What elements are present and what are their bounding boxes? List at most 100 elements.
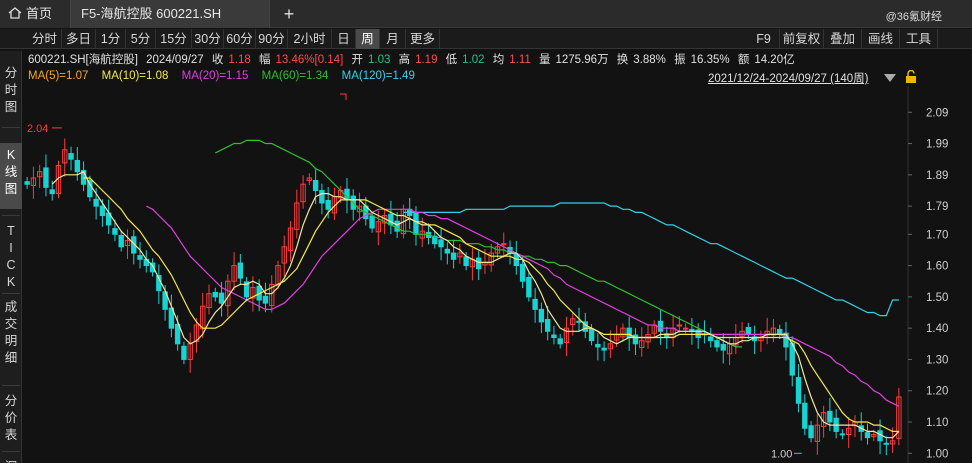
candle-body xyxy=(463,256,469,267)
candle-body xyxy=(432,235,438,245)
tool-4[interactable]: 工具 xyxy=(900,29,938,49)
low-value: 1.02 xyxy=(462,54,485,66)
y-tick-label: 1.20 xyxy=(926,386,948,398)
high-marker-label: 2.04 xyxy=(27,123,48,135)
candle-body xyxy=(74,159,81,173)
low-label: 低 xyxy=(445,54,458,66)
change-value: 13.46%[0.14] xyxy=(275,54,344,66)
side-tab-divider xyxy=(2,215,20,216)
side-tab-0[interactable]: 分时图 xyxy=(4,66,18,114)
period-10[interactable]: 周 xyxy=(356,29,380,49)
candle-body xyxy=(212,291,218,298)
ma120-line xyxy=(403,202,899,317)
candle-body xyxy=(883,442,890,445)
y-tick-label: 1.50 xyxy=(926,292,948,304)
candle-body xyxy=(99,205,106,217)
candle-body xyxy=(839,433,846,436)
candle-body xyxy=(488,252,494,266)
period-2[interactable]: 1分 xyxy=(96,29,126,49)
y-tick-label: 2.09 xyxy=(926,107,948,119)
period-toolbar: 分时 多日 1分 5分 15分 30分 60分 90分 2小时日周月更多 F9 前复权 叠加 画线 工具 xyxy=(0,29,972,49)
candle-body xyxy=(739,330,745,337)
period-9[interactable]: 日 xyxy=(332,29,356,49)
tool-1[interactable]: 前复权 xyxy=(780,29,824,49)
period-7[interactable]: 90分 xyxy=(256,29,288,49)
candle-body xyxy=(620,327,626,338)
candle-body xyxy=(450,252,457,260)
amount-label: 额 xyxy=(737,54,750,66)
period-0[interactable]: 分时 xyxy=(28,29,62,49)
date-range-selector[interactable]: 2021/12/24-2024/09/27 (140周) xyxy=(708,73,869,85)
period-11[interactable]: 月 xyxy=(380,29,406,49)
turnover-value: 3.88% xyxy=(633,54,666,66)
ma60-line xyxy=(215,139,743,348)
tab-bar: 首页 F5-海航控股 600221.SH + @36氪财经 xyxy=(0,0,972,28)
candle-body xyxy=(714,340,720,348)
candle-body xyxy=(802,402,808,429)
high-label: 高 xyxy=(398,54,411,66)
tool-3[interactable]: 画线 xyxy=(862,29,900,49)
tab-home[interactable]: 首页 xyxy=(0,0,70,28)
candle-body xyxy=(532,298,538,310)
side-tab-5[interactable]: 深 xyxy=(0,455,22,463)
candle-body xyxy=(795,377,802,404)
period-4[interactable]: 15分 xyxy=(156,29,192,49)
candle-body xyxy=(131,236,137,254)
tab-home-label: 首页 xyxy=(26,6,53,21)
candle-body xyxy=(770,327,777,336)
candle-body xyxy=(87,179,93,198)
amplitude-value: 16.35% xyxy=(690,54,730,66)
candle-body xyxy=(682,327,689,330)
tab-stock-label: F5-海航控股 600221.SH xyxy=(81,6,222,21)
period-3[interactable]: 5分 xyxy=(126,29,156,49)
tab-stock[interactable]: F5-海航控股 600221.SH xyxy=(70,0,270,28)
tool-0[interactable]: F9 xyxy=(748,29,780,49)
candle-body xyxy=(250,286,256,299)
candle-body xyxy=(695,329,701,339)
candle-body xyxy=(388,213,394,226)
candle-body xyxy=(570,318,576,325)
range-dropdown-icon[interactable] xyxy=(884,74,896,82)
y-tick-label: 1.40 xyxy=(926,323,948,335)
period-1[interactable]: 多日 xyxy=(62,29,96,49)
candle-body xyxy=(394,220,400,232)
ma20-line xyxy=(146,205,900,407)
candle-body xyxy=(444,248,451,254)
lock-icon[interactable] xyxy=(905,70,917,84)
candle-body xyxy=(36,171,43,178)
candle-body xyxy=(118,235,124,248)
candle-body xyxy=(814,424,821,442)
candle-body xyxy=(174,323,181,345)
tool-2[interactable]: 叠加 xyxy=(824,29,862,49)
candle-body xyxy=(319,189,325,204)
period-12[interactable]: 更多 xyxy=(406,29,440,49)
open-label: 开 xyxy=(351,54,363,66)
candle-body xyxy=(168,307,175,329)
candlestick-chart[interactable]: 2.09 1.99 1.89 1.79 1.70 1.60 1.50 1.40 1.30 1.20… xyxy=(22,86,972,463)
candle-body xyxy=(519,263,526,282)
candle-body xyxy=(137,255,143,260)
period-5[interactable]: 30分 xyxy=(192,29,224,49)
period-6[interactable]: 60分 xyxy=(224,29,256,49)
open-value: 1.03 xyxy=(367,54,391,66)
ma10-line xyxy=(83,177,899,432)
candle-body xyxy=(438,239,444,248)
candle-body xyxy=(551,334,557,339)
candle-body xyxy=(243,281,250,298)
candle-body xyxy=(588,328,595,342)
candle-body xyxy=(544,318,551,332)
side-tab-4[interactable]: 分价表 xyxy=(4,394,18,442)
period-8[interactable]: 2小时 xyxy=(288,29,332,49)
candle-body xyxy=(871,434,877,437)
add-tab-button[interactable]: + xyxy=(283,4,295,24)
candle-body xyxy=(645,333,651,343)
y-tick-label: 1.30 xyxy=(926,354,948,366)
volume-value: 1275.96万 xyxy=(555,54,609,66)
candle-body xyxy=(576,320,582,323)
side-tab-3[interactable]: 成交明细 xyxy=(4,300,18,365)
candle-body xyxy=(777,328,783,335)
